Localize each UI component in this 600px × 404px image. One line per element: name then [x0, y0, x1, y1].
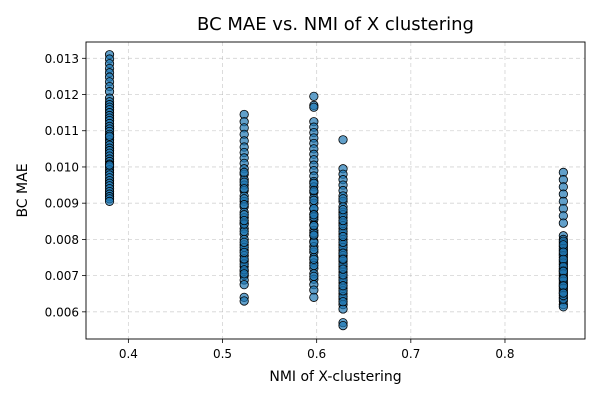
data-point [338, 215, 348, 226]
data-point [239, 269, 249, 279]
data-point [239, 200, 249, 210]
data-point [104, 131, 115, 141]
y-tick-label: 0.012 [45, 88, 79, 102]
y-tick-label: 0.006 [45, 305, 79, 319]
chart-title: BC MAE vs. NMI of X clustering [197, 14, 474, 35]
data-point [104, 196, 115, 206]
data-point [239, 184, 249, 194]
y-tick-label: 0.011 [45, 124, 79, 138]
data-point [338, 231, 348, 242]
x-tick-label: 0.5 [213, 347, 232, 361]
data-point [239, 167, 249, 177]
data-points [104, 50, 568, 331]
data-point [338, 297, 348, 307]
x-tick-label: 0.8 [495, 347, 514, 361]
data-point [239, 296, 249, 306]
data-point [309, 102, 319, 112]
y-tick-label: 0.009 [45, 197, 79, 211]
data-point [309, 195, 319, 205]
data-point [309, 185, 319, 196]
y-axis-label: BC MAE [15, 163, 31, 217]
data-point [309, 271, 319, 281]
data-point [558, 302, 568, 312]
data-point [239, 215, 249, 226]
data-point [338, 320, 348, 331]
x-axis-label: NMI of X-clustering [269, 369, 401, 385]
grid [86, 42, 585, 339]
data-point [338, 135, 348, 145]
data-point [338, 205, 348, 215]
data-point [104, 160, 115, 170]
data-point [338, 264, 348, 274]
data-point [338, 281, 348, 291]
y-tick-label: 0.010 [45, 160, 79, 174]
data-point [239, 237, 249, 247]
x-tick-label: 0.6 [307, 347, 326, 361]
data-point [558, 288, 568, 298]
data-point [309, 292, 319, 302]
y-tick-label: 0.008 [45, 233, 79, 247]
data-point [309, 210, 319, 220]
data-point [309, 230, 319, 240]
data-point [558, 218, 568, 228]
data-point [338, 254, 348, 264]
data-point [239, 280, 249, 290]
data-point [309, 221, 319, 231]
axis-ticks: 0.4 0.5 0.6 0.7 0.8 0.006 0.007 0.008 0.009 0.010… [45, 52, 515, 361]
x-tick-label: 0.7 [401, 347, 420, 361]
plot-frame [85, 41, 586, 340]
data-point [239, 247, 249, 258]
data-point [309, 254, 319, 264]
data-point [338, 194, 348, 204]
y-tick-label: 0.013 [45, 52, 79, 66]
x-tick-label: 0.4 [119, 347, 138, 361]
y-tick-label: 0.007 [45, 269, 79, 283]
data-point [309, 91, 319, 101]
